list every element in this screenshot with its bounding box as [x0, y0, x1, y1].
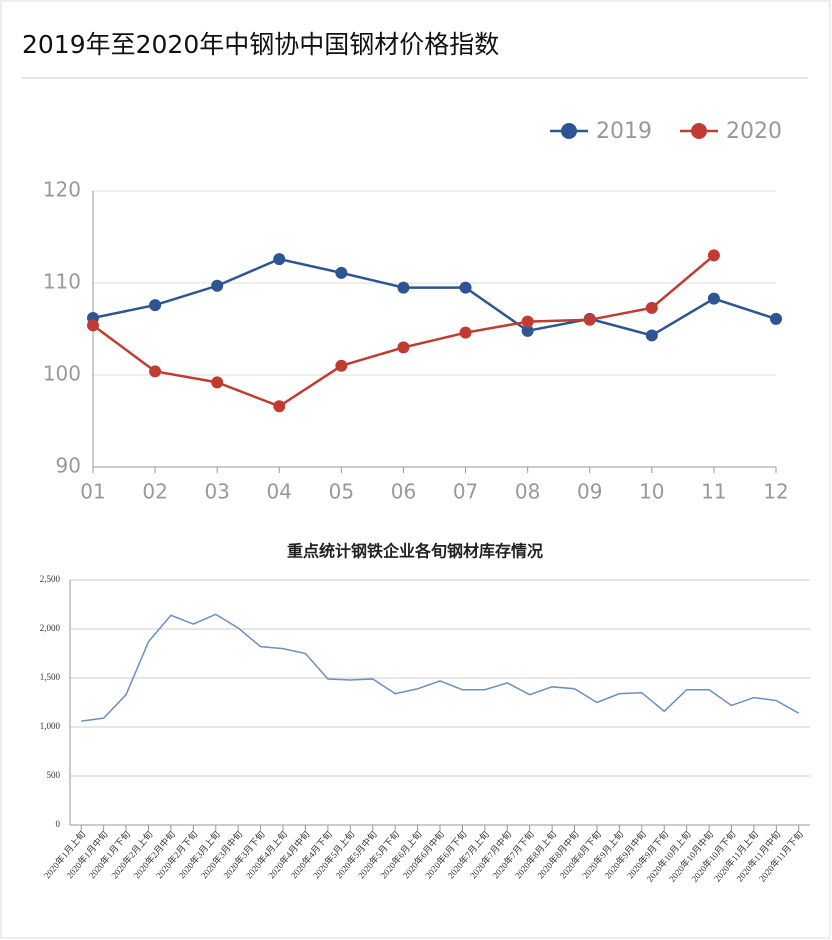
data-point — [211, 376, 224, 389]
y-tick-label: 1,500 — [40, 672, 61, 682]
legend-marker — [561, 123, 577, 139]
data-point — [335, 266, 348, 279]
legend-label: 2019 — [596, 119, 652, 144]
x-tick-label: 11 — [701, 480, 726, 504]
x-tick-label: 04 — [267, 480, 292, 504]
y-tick-label: 2,000 — [40, 623, 61, 633]
x-tick-label: 03 — [204, 480, 229, 504]
data-point — [335, 359, 348, 372]
data-point — [273, 400, 286, 413]
series-line — [92, 257, 777, 337]
x-tick-label: 09 — [577, 480, 602, 504]
data-point — [707, 292, 720, 305]
data-point — [459, 326, 472, 339]
legend-marker — [691, 123, 707, 139]
data-point — [273, 253, 286, 266]
x-tick-label: 02 — [142, 480, 167, 504]
y-tick-label: 500 — [47, 770, 61, 780]
data-point — [521, 315, 534, 328]
data-point — [583, 313, 596, 326]
data-point — [397, 341, 410, 354]
page-title: 2019年至2020年中钢协中国钢材价格指数 — [22, 30, 499, 59]
data-point — [149, 299, 162, 312]
x-tick-label: 05 — [329, 480, 354, 504]
x-tick-label: 06 — [391, 480, 416, 504]
y-tick-label: 0 — [56, 819, 61, 829]
data-point — [459, 281, 472, 294]
chart-title: 重点统计钢铁企业各旬钢材库存情况 — [287, 542, 543, 561]
data-point — [87, 319, 99, 332]
x-tick-label: 12 — [763, 480, 788, 504]
data-point — [645, 329, 658, 342]
x-tick-label: 07 — [453, 480, 478, 504]
y-tick-label: 110 — [43, 270, 81, 294]
data-point — [521, 324, 534, 337]
y-tick-label: 1,000 — [40, 721, 61, 731]
y-tick-label: 100 — [43, 362, 81, 386]
data-point — [645, 301, 658, 314]
y-tick-label: 2,500 — [40, 574, 61, 584]
x-tick-label: 08 — [515, 480, 540, 504]
series-line — [81, 613, 800, 722]
data-point — [397, 281, 410, 294]
y-tick-label: 120 — [43, 178, 81, 202]
legend-label: 2020 — [726, 119, 782, 144]
x-tick-label: 10 — [639, 480, 664, 504]
y-tick-label: 90 — [56, 454, 81, 478]
data-point — [149, 365, 162, 378]
data-point — [707, 249, 720, 262]
x-tick-label: 01 — [80, 480, 105, 504]
data-point — [211, 279, 224, 292]
data-point — [770, 312, 782, 325]
